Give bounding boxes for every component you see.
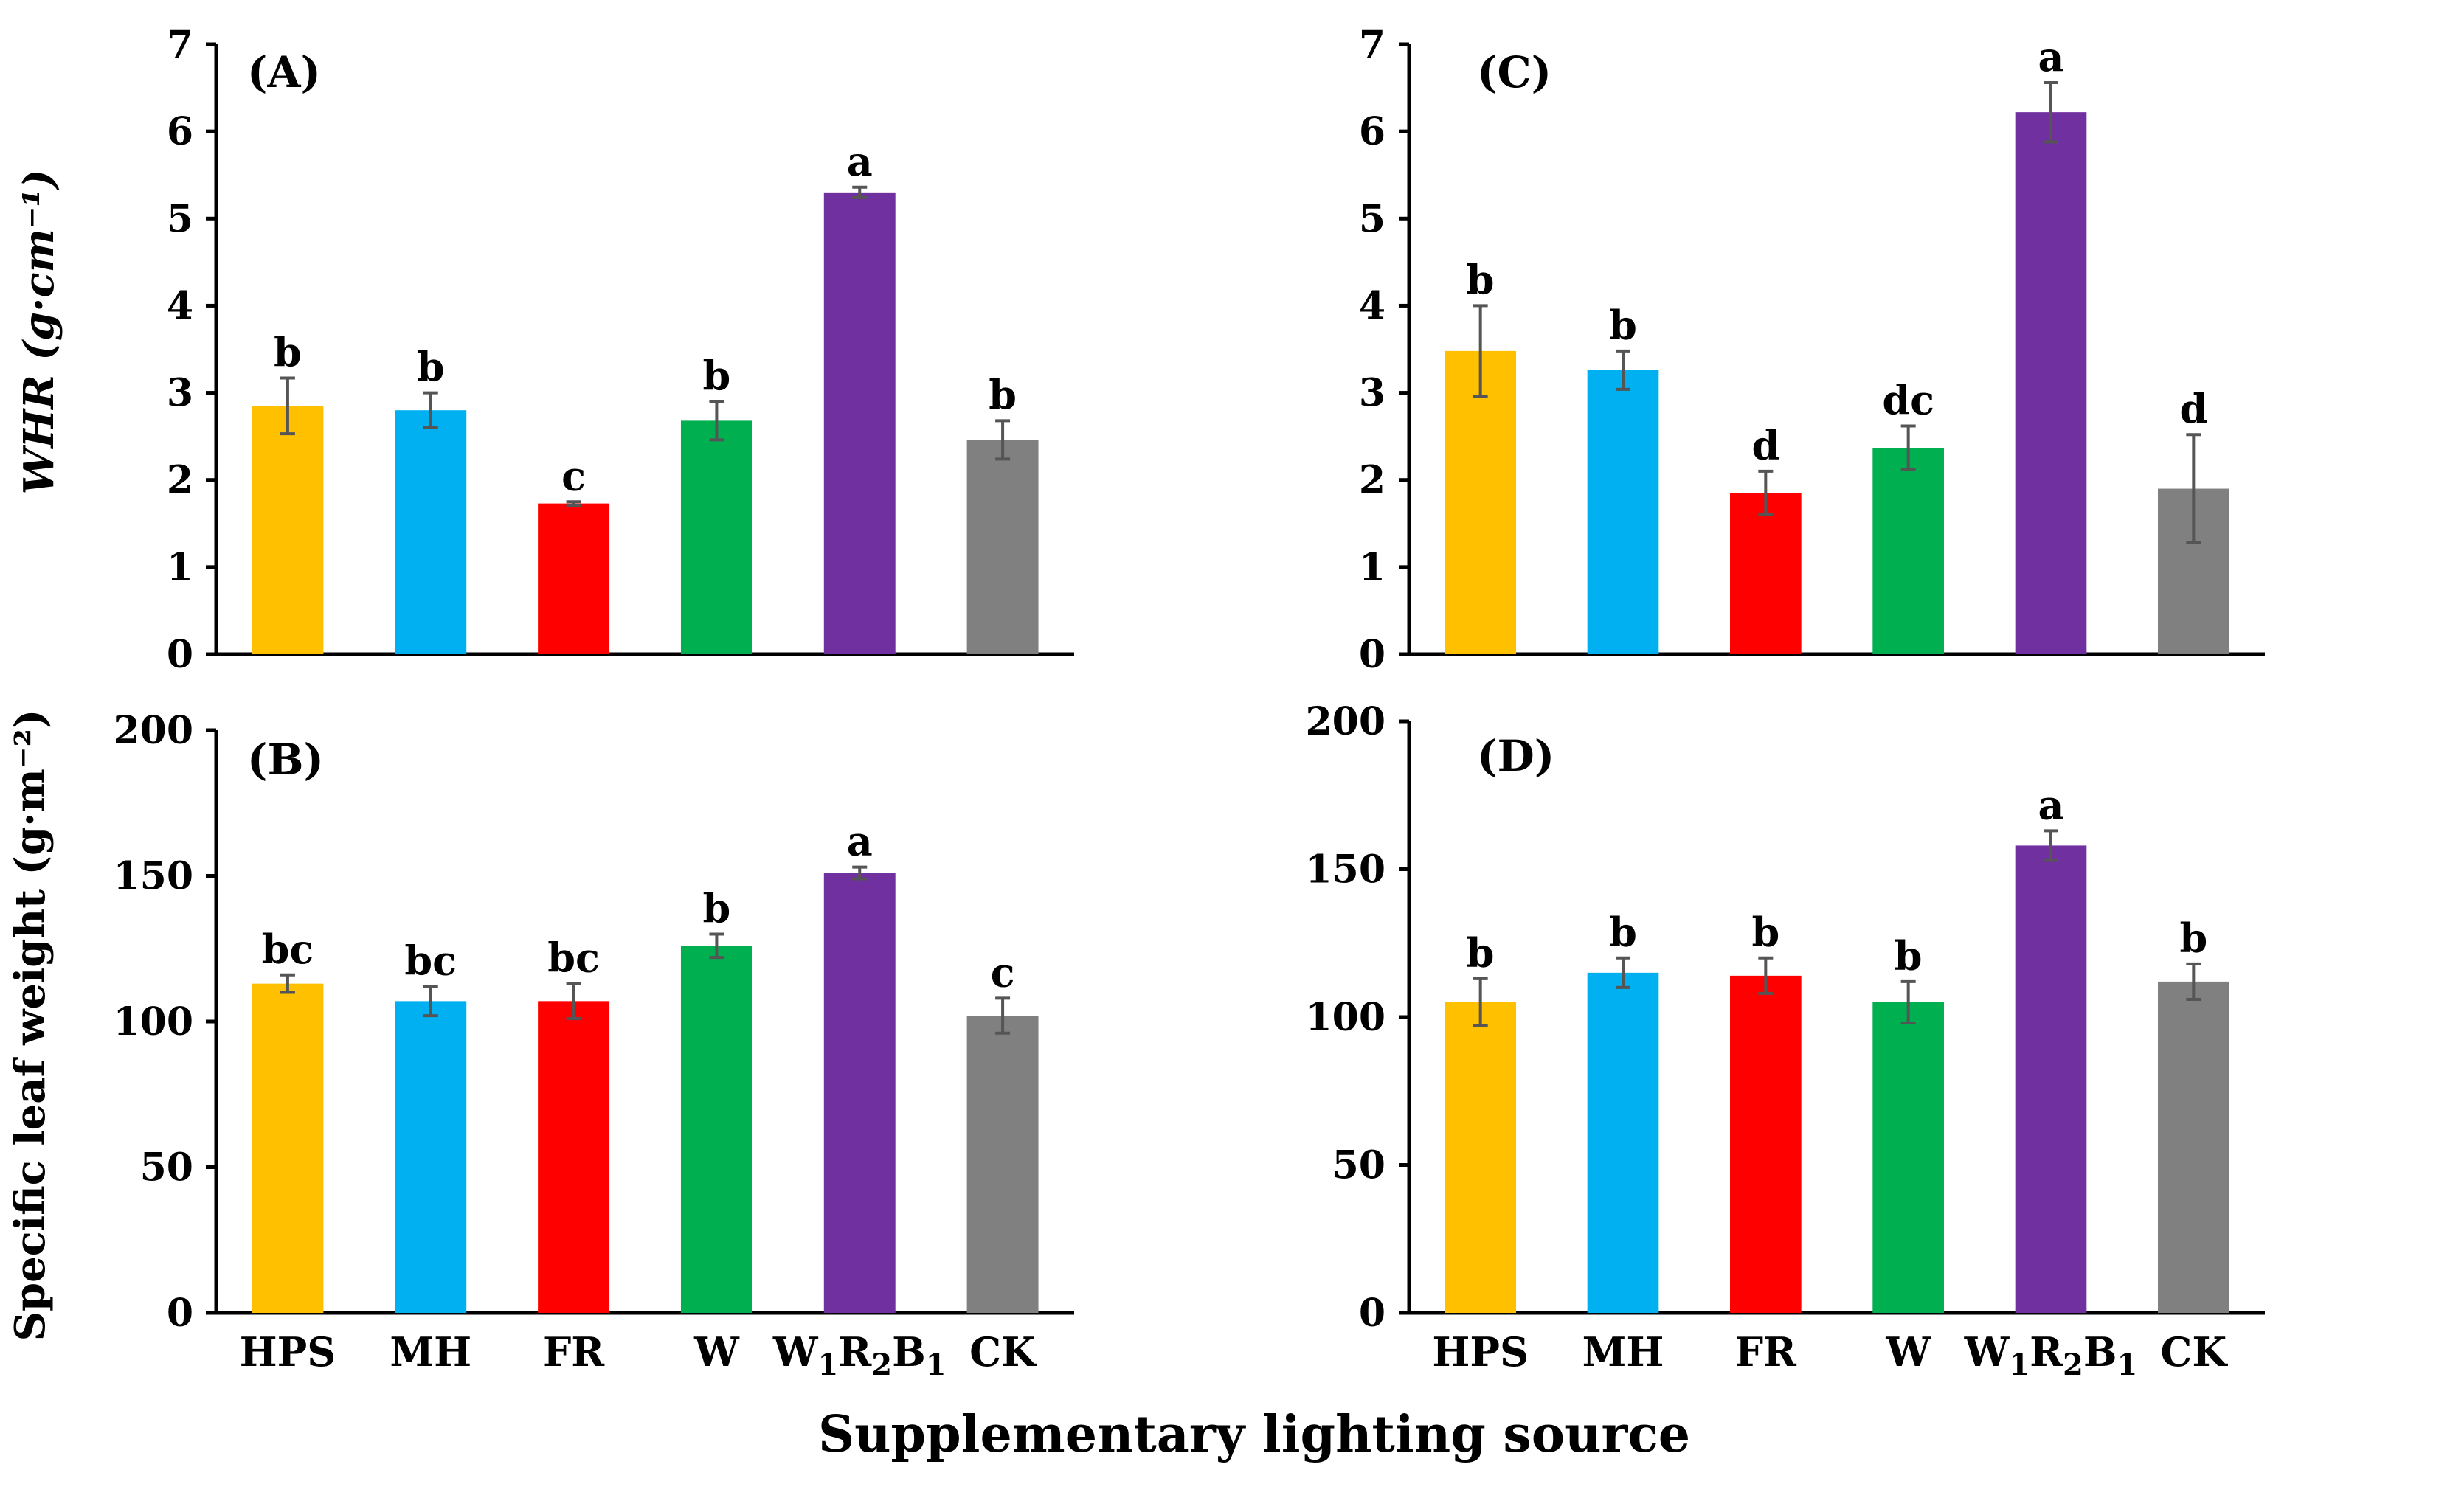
- significance-letter: bc: [262, 926, 314, 973]
- significance-letter: b: [1609, 909, 1637, 956]
- bar-hps: [252, 983, 324, 1313]
- y-tick-label: 150: [113, 854, 193, 899]
- bar-mh: [1587, 370, 1659, 654]
- y-tick-label: 1: [167, 545, 193, 590]
- significance-letter: d: [1751, 422, 1779, 469]
- significance-letter: d: [2179, 385, 2207, 432]
- y-tick-label: 1: [1359, 545, 1385, 590]
- bar-w: [680, 946, 752, 1313]
- bar-w1r2b1: [2015, 112, 2087, 654]
- bar-ck: [966, 1016, 1039, 1313]
- y-axis-label-specific-leaf-weight: Specific leaf weight (g·m⁻²): [6, 709, 55, 1341]
- significance-letter: a: [847, 138, 873, 185]
- panel-a: 0 1 2 3 4 5 6 7 (A) b b c b a b: [167, 22, 1074, 677]
- y-tick-label: 7: [1359, 22, 1385, 67]
- y-tick-label: 200: [1305, 699, 1385, 744]
- bar-hps: [1445, 350, 1516, 654]
- y-tick-label: 150: [1305, 847, 1385, 892]
- x-tick-label: W1R2B1: [1964, 1328, 2138, 1382]
- significance-letter: b: [1467, 256, 1495, 303]
- bar-w: [680, 420, 752, 654]
- bar-mh: [1587, 972, 1659, 1313]
- significance-letter: b: [1751, 909, 1779, 956]
- significance-letter: b: [1467, 929, 1495, 977]
- bar-w1r2b1: [823, 873, 896, 1313]
- bar-fr: [538, 1001, 610, 1313]
- y-tick-label: 6: [167, 109, 193, 154]
- significance-letter: b: [417, 344, 445, 391]
- y-tick-label: 100: [113, 999, 193, 1044]
- panel-d: 0 50 100 150 200 (D) b HPS b MH b FR b Wa W1R2B1 b CK: [1305, 699, 2265, 1382]
- significance-letter: dc: [1882, 376, 1934, 423]
- bar-ck: [966, 440, 1039, 654]
- significance-letter: b: [1895, 932, 1923, 979]
- bar-ck: [2158, 981, 2229, 1313]
- significance-letter: b: [274, 328, 302, 375]
- x-axis-label: Supplementary lighting source: [818, 1405, 1690, 1464]
- x-tick-label: W: [1885, 1328, 1931, 1376]
- x-tick-label: MH: [1582, 1328, 1664, 1376]
- x-tick-label: CK: [969, 1328, 1037, 1376]
- significance-letter: c: [991, 949, 1015, 996]
- x-tick-label: FR: [543, 1328, 605, 1376]
- y-tick-label: 50: [1332, 1143, 1385, 1188]
- y-tick-label: 3: [167, 371, 193, 416]
- y-tick-label: 6: [1359, 109, 1385, 154]
- y-tick-label: 5: [1359, 196, 1385, 241]
- y-tick-label: 100: [1305, 995, 1385, 1040]
- significance-letter: a: [847, 818, 873, 865]
- panel-label: (A): [247, 47, 321, 97]
- bar-fr: [1730, 975, 1802, 1313]
- y-tick-label: 2: [167, 458, 193, 503]
- bar-w1r2b1: [2015, 845, 2087, 1313]
- y-tick-label: 2: [1359, 458, 1385, 503]
- bar-hps: [252, 406, 324, 654]
- bar-mh: [395, 1001, 467, 1313]
- bar-fr: [1730, 493, 1802, 654]
- significance-letter: b: [989, 371, 1017, 418]
- panel-b: 0 50 100 150 200 (B) bc HPS bc MH bc FR b Wa W1R2B1 c CK: [113, 708, 1074, 1382]
- y-tick-label: 4: [167, 283, 193, 328]
- y-tick-label: 0: [167, 632, 193, 677]
- bar-w1r2b1: [823, 192, 896, 654]
- panel-label: (C): [1477, 47, 1551, 97]
- y-tick-label: 0: [1359, 1291, 1385, 1336]
- panel-label: (B): [247, 735, 324, 785]
- y-axis-label-whr: WHR (g·cm⁻¹): [15, 170, 63, 495]
- significance-letter: a: [2038, 33, 2064, 80]
- x-tick-label: HPS: [240, 1328, 336, 1376]
- y-tick-label: 5: [167, 196, 193, 241]
- y-tick-label: 200: [113, 708, 193, 753]
- significance-letter: b: [703, 885, 731, 932]
- x-tick-label: W: [693, 1328, 740, 1376]
- x-tick-label: W1R2B1: [772, 1328, 947, 1382]
- significance-letter: b: [2179, 915, 2207, 962]
- panel-label: (D): [1477, 731, 1554, 781]
- bar-w: [1872, 448, 1944, 654]
- bar-w: [1872, 1002, 1944, 1313]
- y-tick-label: 7: [167, 22, 193, 67]
- significance-letter: a: [2038, 781, 2064, 828]
- bar-fr: [538, 503, 610, 654]
- y-tick-label: 0: [1359, 632, 1385, 677]
- y-tick-label: 3: [1359, 371, 1385, 416]
- significance-letter: b: [1609, 302, 1637, 349]
- x-tick-label: MH: [390, 1328, 471, 1376]
- bar-mh: [395, 410, 467, 654]
- x-tick-label: HPS: [1432, 1328, 1529, 1376]
- x-tick-label: FR: [1735, 1328, 1797, 1376]
- significance-letter: bc: [404, 937, 457, 985]
- y-tick-label: 4: [1359, 283, 1385, 328]
- x-tick-label: CK: [2160, 1328, 2228, 1376]
- significance-letter: c: [561, 452, 586, 499]
- panel-c: 0 1 2 3 4 5 6 7 (C) b b d dc a d: [1359, 22, 2265, 677]
- y-tick-label: 0: [167, 1291, 193, 1336]
- y-tick-label: 50: [140, 1145, 193, 1190]
- significance-letter: b: [703, 352, 731, 399]
- bar-hps: [1445, 1002, 1516, 1313]
- significance-letter: bc: [547, 934, 600, 982]
